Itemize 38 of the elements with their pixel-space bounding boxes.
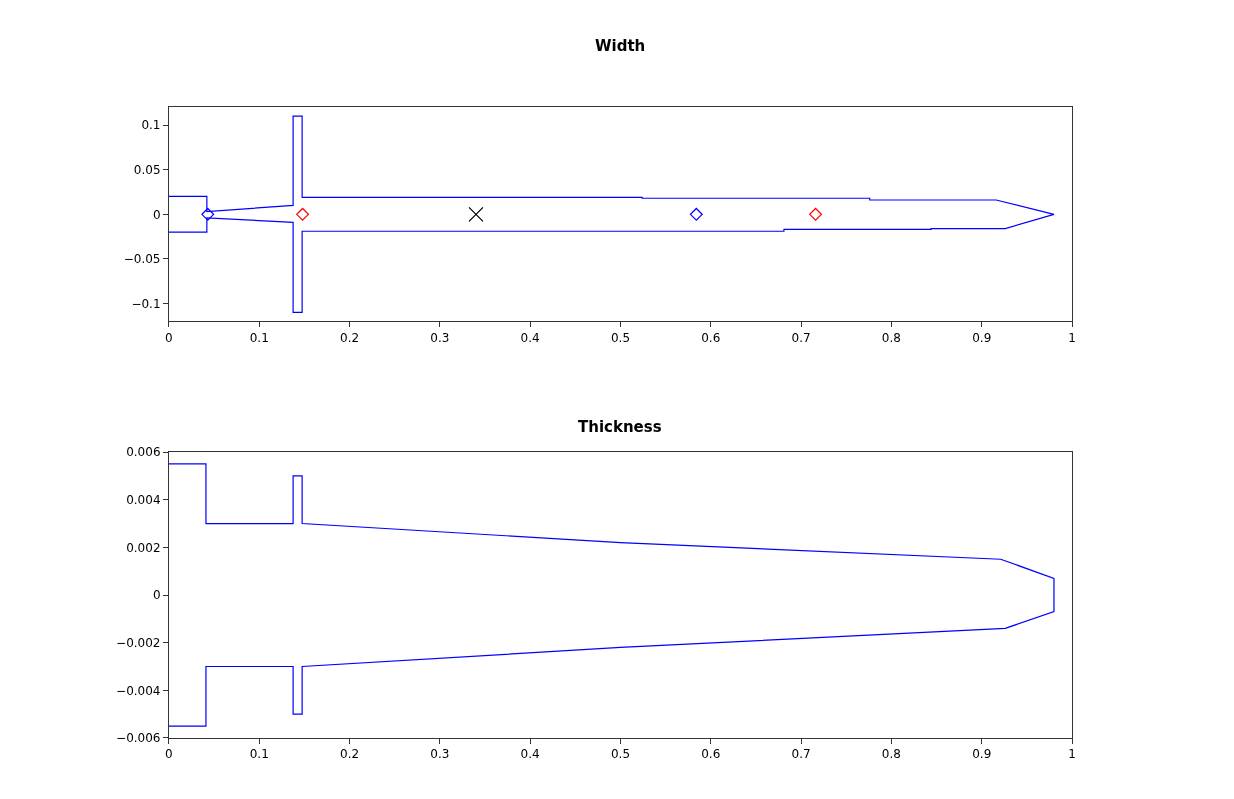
x-tick-label: 0.4 — [520, 747, 540, 762]
chart-title: Width — [595, 37, 646, 55]
x-tick-label: 0.6 — [701, 330, 721, 345]
y-tick-label: 0 — [152, 207, 161, 222]
x-tick-label: 0.6 — [701, 747, 721, 762]
x-tick-label: 0 — [165, 747, 173, 762]
line-series — [168, 115, 1055, 314]
x-tick-label: 0.3 — [430, 747, 450, 762]
y-tick-label: 0.05 — [133, 162, 161, 177]
x-tick-label: 0.1 — [249, 747, 269, 762]
y-tick-label: −0.006 — [116, 731, 161, 746]
x-tick-label: 0.5 — [610, 330, 631, 345]
y-tick-label: −0.1 — [131, 296, 161, 311]
x-tick-label: 0.9 — [972, 330, 992, 345]
y-tick-label: 0.006 — [126, 445, 161, 460]
y-tick-label: 0 — [152, 588, 161, 603]
x-tick-label: 0.2 — [340, 330, 360, 345]
x-tick-label: 0.7 — [791, 747, 811, 762]
x-tick-label: 0.8 — [881, 330, 901, 345]
x-tick-label: 0.7 — [791, 330, 811, 345]
x-tick-label: 0.8 — [881, 747, 901, 762]
x-tick-label: 0 — [165, 330, 173, 345]
y-tick-label: 0.004 — [126, 492, 161, 507]
y-tick-label: 0.1 — [141, 118, 161, 133]
x-tick-label: 1 — [1068, 330, 1076, 345]
x-tick-label: 0.3 — [430, 330, 450, 345]
x-tick-label: 0.4 — [520, 330, 540, 345]
x-tick-label: 0.5 — [610, 747, 631, 762]
x-tick-label: 0.9 — [972, 747, 992, 762]
chart-title: Thickness — [578, 418, 662, 436]
y-tick-label: −0.004 — [116, 683, 161, 698]
y-tick-label: −0.05 — [123, 252, 161, 267]
y-tick-label: 0.002 — [126, 540, 161, 555]
x-tick-label: 1 — [1068, 747, 1076, 762]
x-tick-label: 0.2 — [340, 747, 360, 762]
y-tick-label: −0.002 — [116, 635, 161, 650]
line-series — [168, 463, 1055, 727]
x-tick-label: 0.1 — [249, 330, 269, 345]
